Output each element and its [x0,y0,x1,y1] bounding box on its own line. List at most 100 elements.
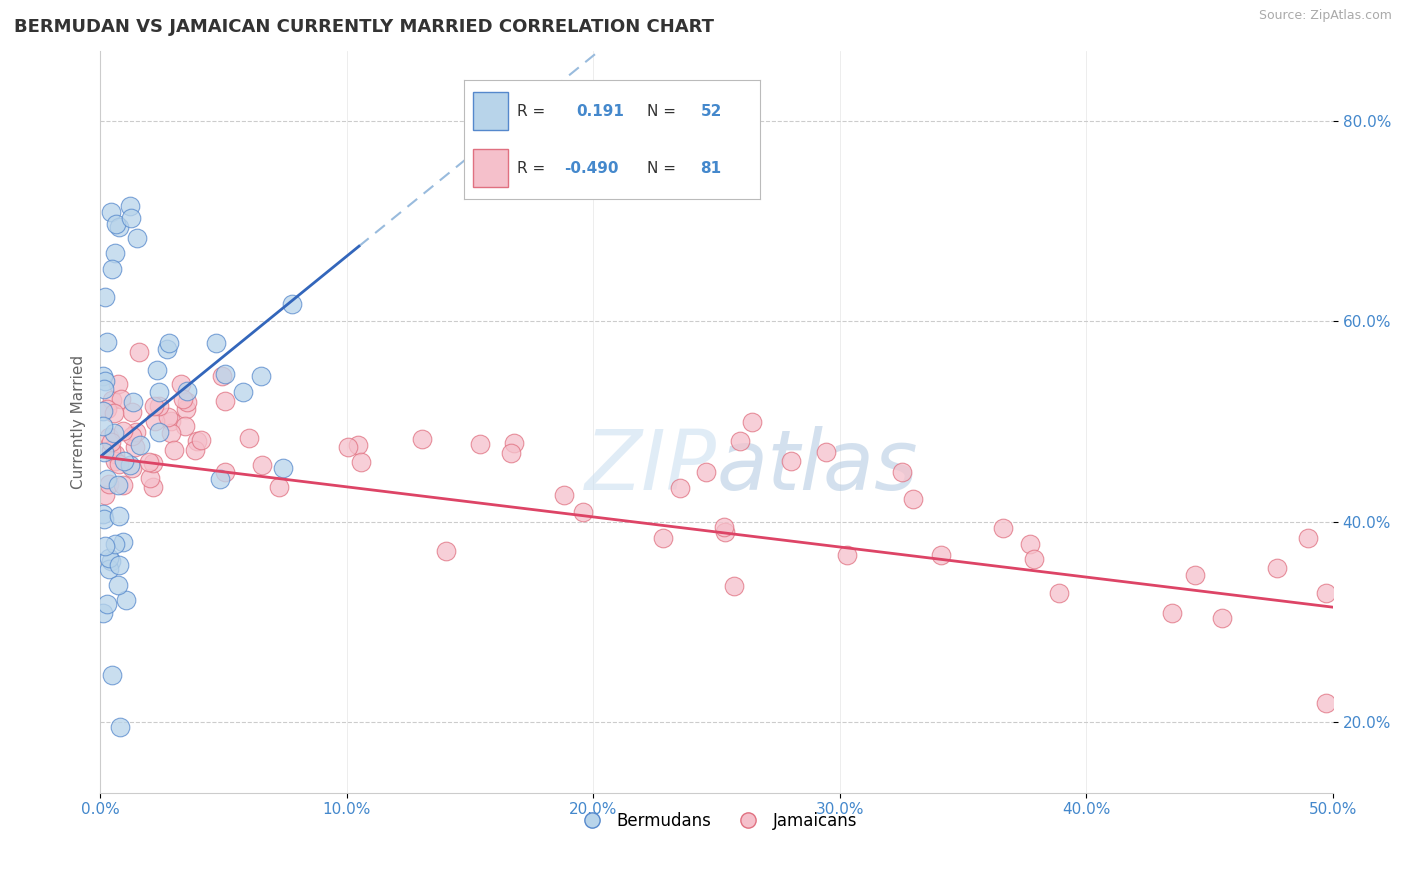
Point [267,480,290,494]
Point [91,368,114,383]
Point [110,392,132,407]
Point [1161,606,1184,620]
Point [145,363,167,377]
Point [901,492,924,507]
Point [350,455,373,469]
Text: atlas: atlas [717,425,918,507]
Point [1296,531,1319,545]
Point [503,436,526,450]
Text: Source: ZipAtlas.com: Source: ZipAtlas.com [1258,9,1392,22]
Point [160,426,183,441]
Point [104,447,127,461]
Point [138,455,160,469]
Point [172,392,194,406]
Point [108,457,131,471]
Point [669,481,692,495]
Point [100,667,122,681]
Point [337,440,360,454]
Point [112,454,135,468]
Point [100,442,122,457]
Point [120,211,142,226]
Point [157,335,180,350]
Point [128,438,150,452]
Point [271,460,294,475]
Point [121,461,143,475]
Point [104,537,127,551]
Point [209,472,232,486]
Point [107,478,129,492]
Point [157,410,180,425]
Point [190,433,212,447]
Point [714,525,737,540]
Point [553,488,575,502]
Point [170,377,193,392]
Point [205,336,228,351]
Point [837,549,859,563]
Point [96,334,118,349]
Point [238,431,260,445]
Point [211,369,233,384]
Point [163,442,186,457]
Point [120,458,142,472]
Point [723,580,745,594]
Point [572,505,595,519]
Point [94,540,117,554]
Point [214,393,236,408]
Point [107,578,129,592]
Point [103,425,125,440]
Point [93,403,115,417]
Point [250,368,273,383]
Point [434,543,457,558]
Point [103,406,125,420]
Text: ZIP: ZIP [585,425,717,507]
Point [143,414,166,428]
Point [125,425,148,439]
Point [1047,586,1070,600]
Point [115,593,138,607]
Point [107,377,129,392]
Point [125,231,148,245]
Point [1024,552,1046,566]
Point [991,521,1014,535]
Point [159,414,181,428]
Point [470,437,492,451]
Point [815,445,838,459]
Point [741,415,763,429]
Point [101,262,124,277]
Point [929,549,952,563]
Point [121,395,143,409]
Point [250,458,273,472]
Point [108,721,131,735]
Point [695,465,717,479]
Point [96,401,118,416]
Point [112,478,135,492]
Point [1315,585,1337,599]
Point [728,434,751,448]
Point [97,477,120,491]
Point [104,246,127,260]
Point [91,507,114,521]
Point [100,435,122,450]
Point [652,532,675,546]
Point [100,554,122,568]
Point [176,394,198,409]
Point [94,290,117,304]
Text: BERMUDAN VS JAMAICAN CURRENTLY MARRIED CORRELATION CHART: BERMUDAN VS JAMAICAN CURRENTLY MARRIED C… [14,18,714,36]
Point [91,606,114,620]
Point [142,456,165,470]
Point [93,512,115,526]
Point [142,399,165,413]
Point [93,382,115,396]
Point [98,562,121,576]
Point [499,445,522,459]
Point [214,465,236,479]
Point [93,487,115,501]
Point [780,453,803,467]
Point [174,401,197,416]
Point [186,434,208,449]
Point [105,217,128,231]
Point [148,399,170,413]
Point [108,219,131,234]
Point [142,480,165,494]
Point [98,550,121,565]
